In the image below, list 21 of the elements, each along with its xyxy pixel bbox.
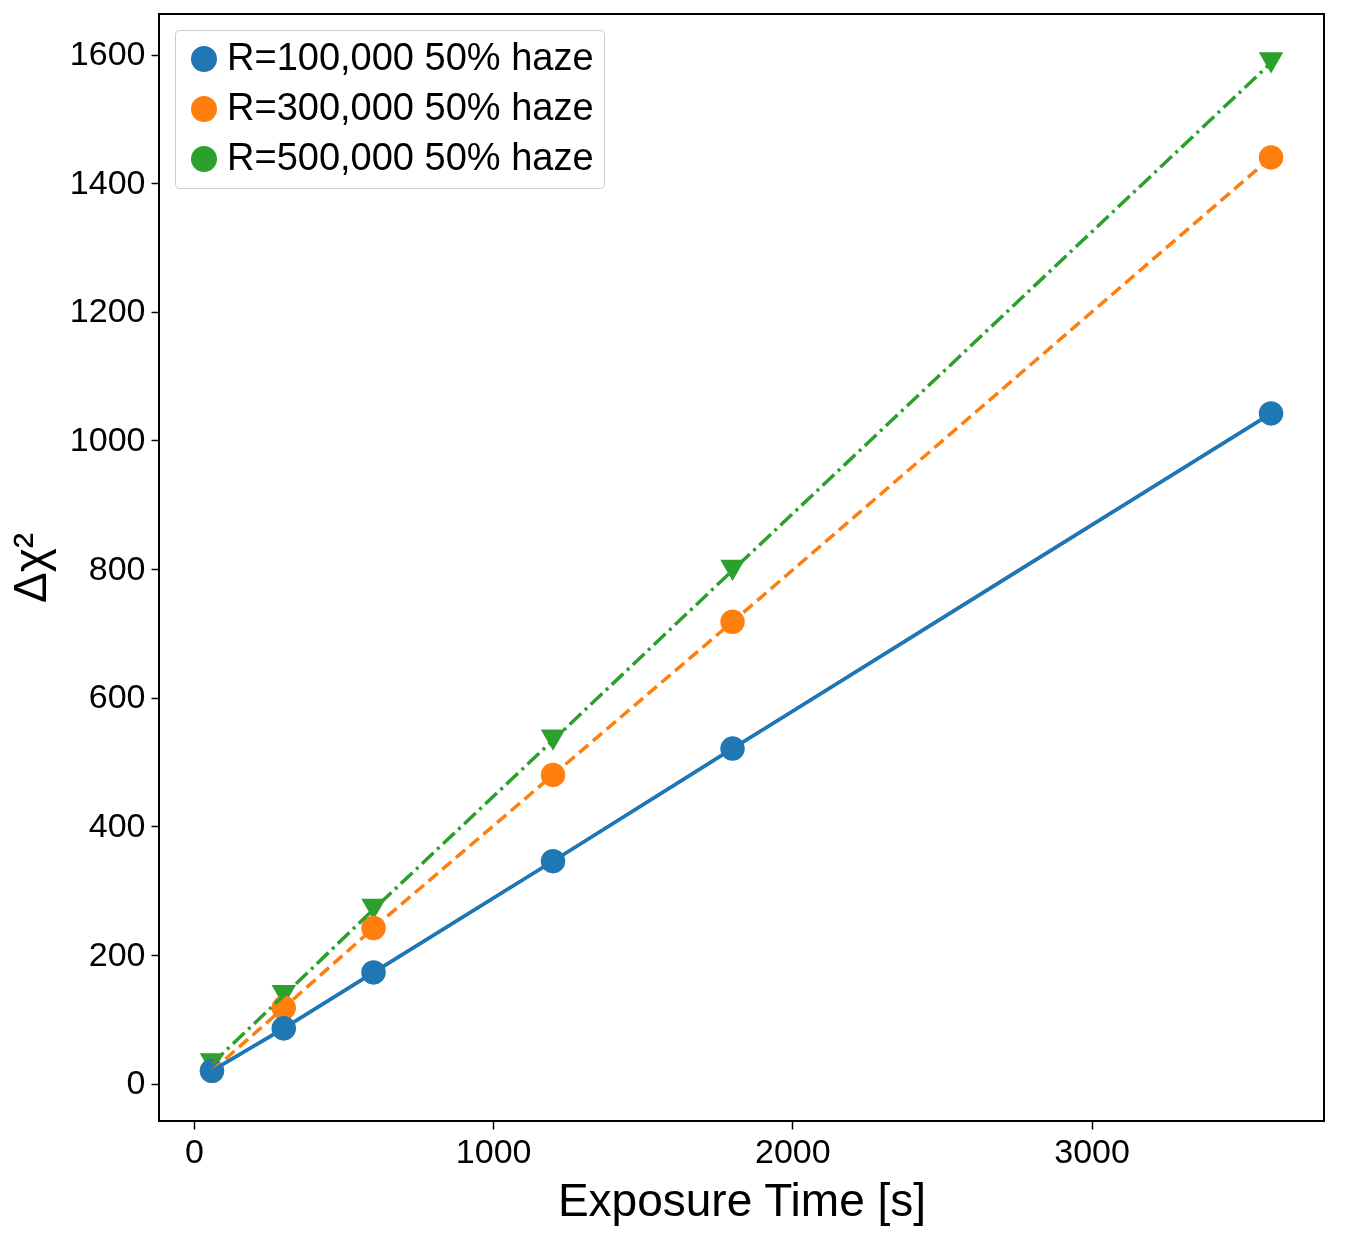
y-tick-label: 1400	[69, 162, 146, 201]
point	[1258, 52, 1284, 74]
x-tick-label: 3000	[1054, 1131, 1130, 1170]
x-axis-title: Exposure Time [s]	[557, 1173, 927, 1226]
y-tick-label: 800	[88, 548, 146, 587]
legend-label: R=300,000 50% haze	[227, 86, 594, 128]
y-tick-label: 400	[88, 805, 146, 844]
x-tick-label: 0	[185, 1131, 204, 1170]
x-tick-label: 1000	[455, 1131, 532, 1170]
x-tick-label: 2000	[755, 1131, 831, 1170]
y-tick-label: 0	[126, 1063, 146, 1102]
y-tick-label: 200	[88, 934, 146, 973]
y-axis-title: Δχ²	[3, 532, 56, 604]
y-tick-label: 1600	[69, 34, 146, 73]
legend-label: R=500,000 50% haze	[227, 136, 594, 178]
y-tick-label: 1200	[69, 291, 146, 330]
point	[1258, 401, 1284, 426]
point	[1258, 145, 1284, 170]
y-tick-label: 600	[88, 677, 146, 716]
legend-label: R=100,000 50% haze	[227, 36, 594, 78]
y-tick-label: 1000	[69, 419, 146, 458]
